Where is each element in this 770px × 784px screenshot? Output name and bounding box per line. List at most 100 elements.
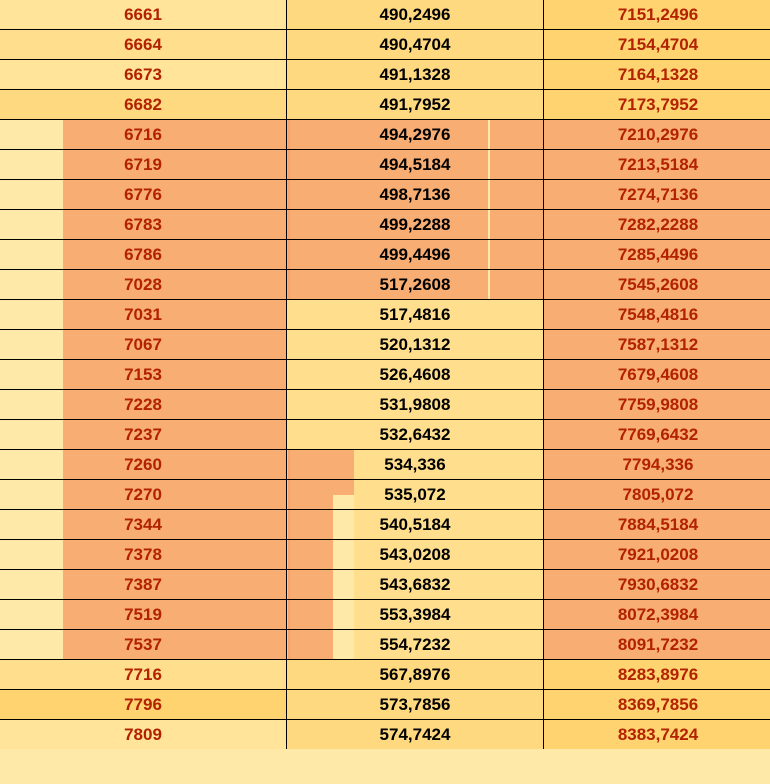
- table-row: 6719494,51847213,5184: [0, 150, 770, 180]
- table-row: 7796573,78568369,7856: [0, 690, 770, 720]
- table-cell: 6673: [0, 60, 287, 90]
- table-cell: 7805,072: [544, 480, 770, 510]
- table-row: 7153526,46087679,4608: [0, 360, 770, 390]
- table-cell: 6664: [0, 30, 287, 60]
- table-cell: 534,336: [287, 450, 544, 480]
- table-cell: 7809: [0, 720, 287, 750]
- table-cell: 543,0208: [287, 540, 544, 570]
- table-row: 6664490,47047154,4704: [0, 30, 770, 60]
- table-cell: 7153: [0, 360, 287, 390]
- table-cell: 7587,1312: [544, 330, 770, 360]
- table-cell: 7210,2976: [544, 120, 770, 150]
- table-cell: 8091,7232: [544, 630, 770, 660]
- table-cell: 494,5184: [287, 150, 544, 180]
- table-cell: 7378: [0, 540, 287, 570]
- table-cell: 7387: [0, 570, 287, 600]
- table-cell: 517,4816: [287, 300, 544, 330]
- table-cell: 553,3984: [287, 600, 544, 630]
- table-cell: 491,7952: [287, 90, 544, 120]
- table-cell: 531,9808: [287, 390, 544, 420]
- table-row: 7067520,13127587,1312: [0, 330, 770, 360]
- table-cell: 490,4704: [287, 30, 544, 60]
- table-cell: 7344: [0, 510, 287, 540]
- table-row: 7809574,74248383,7424: [0, 720, 770, 750]
- table-cell: 7164,1328: [544, 60, 770, 90]
- table-cell: 7769,6432: [544, 420, 770, 450]
- table-cell: 7237: [0, 420, 287, 450]
- table-cell: 520,1312: [287, 330, 544, 360]
- table-row: 7344540,51847884,5184: [0, 510, 770, 540]
- table-row: 7228531,98087759,9808: [0, 390, 770, 420]
- page-root: 6661490,24967151,24966664490,47047154,47…: [0, 0, 770, 784]
- table-cell: 8072,3984: [544, 600, 770, 630]
- table-cell: 7716: [0, 660, 287, 690]
- table-cell: 7679,4608: [544, 360, 770, 390]
- table-cell: 8369,7856: [544, 690, 770, 720]
- table-cell: 6661: [0, 0, 287, 30]
- table-cell: 567,8976: [287, 660, 544, 690]
- table-row: 7519553,39848072,3984: [0, 600, 770, 630]
- table-row: 7378543,02087921,0208: [0, 540, 770, 570]
- table-cell: 7537: [0, 630, 287, 660]
- table-row: 6783499,22887282,2288: [0, 210, 770, 240]
- table-cell: 498,7136: [287, 180, 544, 210]
- table-cell: 574,7424: [287, 720, 544, 750]
- table-row: 6673491,13287164,1328: [0, 60, 770, 90]
- table-cell: 7921,0208: [544, 540, 770, 570]
- table-row: 7270535,0727805,072: [0, 480, 770, 510]
- table-cell: 7228: [0, 390, 287, 420]
- table-cell: 7270: [0, 480, 287, 510]
- table-cell: 535,072: [287, 480, 544, 510]
- table-cell: 6719: [0, 150, 287, 180]
- table-row: 7028517,26087545,2608: [0, 270, 770, 300]
- table-cell: 517,2608: [287, 270, 544, 300]
- table-row: 6682491,79527173,7952: [0, 90, 770, 120]
- table-cell: 526,4608: [287, 360, 544, 390]
- table-row: 7260534,3367794,336: [0, 450, 770, 480]
- data-table-wrap: 6661490,24967151,24966664490,47047154,47…: [0, 0, 770, 784]
- table-row: 7716567,89768283,8976: [0, 660, 770, 690]
- table-row: 6776498,71367274,7136: [0, 180, 770, 210]
- table-cell: 6682: [0, 90, 287, 120]
- table-cell: 7759,9808: [544, 390, 770, 420]
- table-cell: 7067: [0, 330, 287, 360]
- table-cell: 7260: [0, 450, 287, 480]
- table-cell: 7151,2496: [544, 0, 770, 30]
- table-cell: 7545,2608: [544, 270, 770, 300]
- table-cell: 7548,4816: [544, 300, 770, 330]
- table-cell: 494,2976: [287, 120, 544, 150]
- table-cell: 7154,4704: [544, 30, 770, 60]
- table-cell: 7930,6832: [544, 570, 770, 600]
- table-cell: 6786: [0, 240, 287, 270]
- table-cell: 490,2496: [287, 0, 544, 30]
- table-cell: 7173,7952: [544, 90, 770, 120]
- table-cell: 8283,8976: [544, 660, 770, 690]
- table-cell: 491,1328: [287, 60, 544, 90]
- table-cell: 499,4496: [287, 240, 544, 270]
- table-cell: 7796: [0, 690, 287, 720]
- table-cell: 499,2288: [287, 210, 544, 240]
- table-cell: 8383,7424: [544, 720, 770, 750]
- table-row: 7537554,72328091,7232: [0, 630, 770, 660]
- table-row: 6661490,24967151,2496: [0, 0, 770, 30]
- table-cell: 7274,7136: [544, 180, 770, 210]
- table-cell: 6783: [0, 210, 287, 240]
- table-cell: 7519: [0, 600, 287, 630]
- table-body: 6661490,24967151,24966664490,47047154,47…: [0, 0, 770, 749]
- table-cell: 6776: [0, 180, 287, 210]
- table-cell: 540,5184: [287, 510, 544, 540]
- table-row: 7387543,68327930,6832: [0, 570, 770, 600]
- table-cell: 543,6832: [287, 570, 544, 600]
- table-cell: 6716: [0, 120, 287, 150]
- table-cell: 532,6432: [287, 420, 544, 450]
- table-cell: 7028: [0, 270, 287, 300]
- data-table: 6661490,24967151,24966664490,47047154,47…: [0, 0, 770, 749]
- table-cell: 7213,5184: [544, 150, 770, 180]
- table-cell: 7282,2288: [544, 210, 770, 240]
- table-cell: 7285,4496: [544, 240, 770, 270]
- table-cell: 7031: [0, 300, 287, 330]
- table-cell: 554,7232: [287, 630, 544, 660]
- table-row: 6786499,44967285,4496: [0, 240, 770, 270]
- table-row: 6716494,29767210,2976: [0, 120, 770, 150]
- table-cell: 573,7856: [287, 690, 544, 720]
